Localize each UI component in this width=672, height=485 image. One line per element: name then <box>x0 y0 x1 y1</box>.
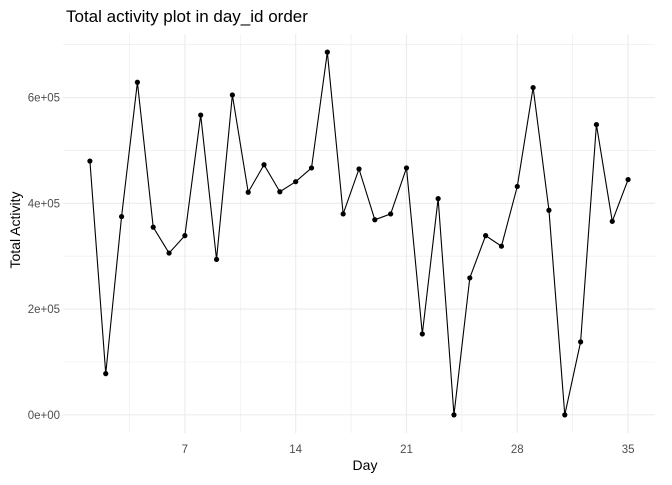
data-point <box>134 79 140 85</box>
data-point <box>261 162 267 168</box>
series-polyline <box>89 52 629 415</box>
data-point <box>356 166 362 172</box>
data-point <box>388 211 394 217</box>
data-point <box>625 176 631 183</box>
x-tick-label: 14 <box>289 444 302 456</box>
y-tick-label: 2e+05 <box>28 304 60 316</box>
y-tick-label: 6e+05 <box>28 93 60 105</box>
data-point <box>467 275 473 281</box>
data-point <box>372 217 378 223</box>
y-tick-label: 4e+05 <box>28 198 60 210</box>
x-tick-label: 35 <box>622 444 635 456</box>
y-tick-label: 0e+00 <box>28 410 60 422</box>
data-point <box>324 49 330 55</box>
y-axis-tick-labels: 0e+00 2e+05 4e+05 6e+05 <box>28 93 60 422</box>
data-point <box>593 121 600 128</box>
x-tick-label: 21 <box>400 444 413 456</box>
data-point <box>293 179 299 185</box>
series-points <box>87 49 631 418</box>
data-point <box>150 224 156 230</box>
y-axis-label: Total Activity <box>7 191 23 268</box>
data-point <box>609 218 615 224</box>
data-point <box>562 412 568 418</box>
data-point <box>87 158 93 164</box>
data-point <box>103 371 109 377</box>
data-point <box>546 207 552 213</box>
data-point <box>578 339 584 345</box>
data-point <box>198 112 204 118</box>
x-tick-label: 7 <box>182 444 188 456</box>
x-tick-label: 28 <box>511 444 524 456</box>
x-axis-label: Day <box>353 457 378 473</box>
data-point <box>483 233 489 239</box>
data-point <box>182 233 188 239</box>
data-point <box>245 189 251 195</box>
data-point <box>213 256 220 263</box>
chart-title: Total activity plot in day_id order <box>66 7 308 26</box>
data-point <box>451 412 457 418</box>
data-point <box>118 213 125 220</box>
data-point <box>514 183 520 190</box>
x-axis-tick-labels: 7 14 21 28 35 <box>182 444 635 456</box>
data-point <box>166 250 172 256</box>
data-point <box>277 189 283 195</box>
data-point <box>340 211 346 217</box>
data-point <box>229 92 235 98</box>
data-point <box>498 243 505 249</box>
data-point <box>435 196 441 202</box>
series-line <box>89 52 629 415</box>
data-point <box>403 165 410 171</box>
data-point <box>530 84 536 91</box>
data-point <box>419 331 425 337</box>
data-point <box>308 165 315 171</box>
grid-lines <box>63 34 655 433</box>
